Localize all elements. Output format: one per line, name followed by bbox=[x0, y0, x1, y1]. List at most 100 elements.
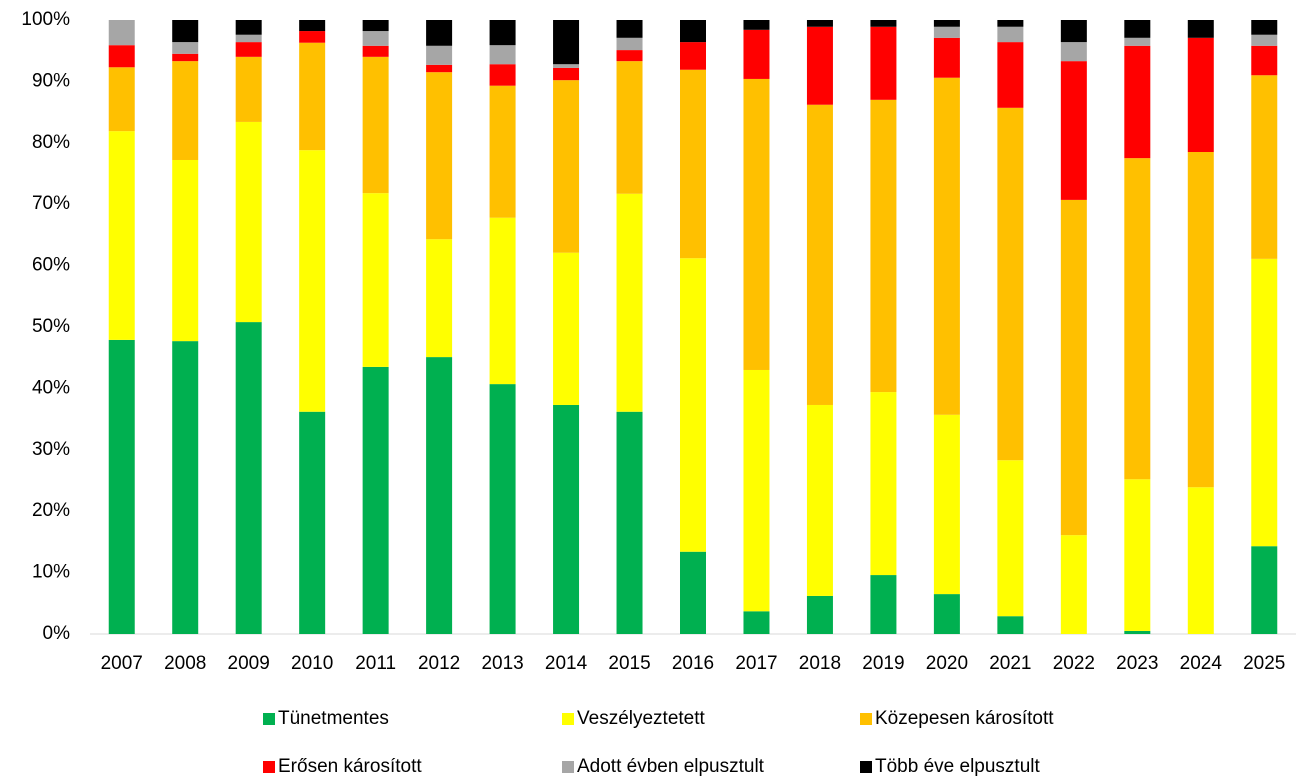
legend-swatch bbox=[562, 761, 574, 773]
bar-segment bbox=[553, 64, 580, 68]
bar-segment bbox=[933, 20, 960, 27]
bar-segment bbox=[997, 107, 1024, 461]
x-tick-label: 2015 bbox=[608, 653, 650, 674]
legend-swatch bbox=[263, 761, 275, 773]
bar-segment bbox=[235, 56, 262, 122]
bar-segment bbox=[997, 42, 1024, 108]
y-tick-label: 80% bbox=[32, 132, 70, 153]
bar-segment bbox=[553, 252, 580, 405]
bar-segment bbox=[680, 258, 706, 552]
legend-swatch bbox=[860, 713, 872, 725]
bar-segment bbox=[680, 20, 706, 43]
bar-segment bbox=[172, 159, 199, 342]
bar-segment bbox=[616, 20, 643, 38]
bar-segment bbox=[235, 322, 262, 634]
bar-segment bbox=[299, 42, 326, 151]
bar-segment bbox=[426, 45, 453, 65]
legend-label: Veszélyeztetett bbox=[577, 708, 706, 729]
legend-swatch bbox=[562, 713, 574, 725]
legend-swatch bbox=[263, 713, 275, 725]
bar-segment bbox=[743, 369, 770, 612]
bar-segment bbox=[553, 67, 580, 81]
bar-segment bbox=[616, 61, 643, 194]
legend-label: Közepesen károsított bbox=[875, 708, 1054, 729]
bar-segment bbox=[806, 404, 833, 596]
bar-segment bbox=[616, 37, 643, 51]
bar-segment bbox=[616, 50, 643, 62]
x-tick-label: 2009 bbox=[228, 653, 270, 674]
bar-segment bbox=[997, 616, 1024, 634]
y-tick-label: 0% bbox=[43, 623, 71, 644]
bar-segment bbox=[743, 29, 770, 79]
bar-segment bbox=[616, 193, 643, 412]
bar-segment bbox=[1251, 20, 1278, 35]
bar-segment bbox=[1251, 34, 1278, 46]
y-tick-label: 70% bbox=[32, 193, 70, 214]
bar-segment bbox=[1060, 42, 1087, 62]
bar-segment bbox=[743, 611, 770, 634]
bar-segment bbox=[108, 45, 135, 68]
bar-segment bbox=[299, 31, 326, 43]
x-tick-label: 2012 bbox=[418, 653, 460, 674]
bar-segment bbox=[426, 239, 453, 358]
bar-segment bbox=[489, 85, 516, 218]
bar-segment bbox=[997, 20, 1024, 27]
bar-segment bbox=[426, 64, 453, 73]
bar-segment bbox=[426, 72, 453, 240]
bar-segment bbox=[489, 217, 516, 385]
bar-segment bbox=[299, 411, 326, 634]
y-tick-label: 50% bbox=[32, 316, 70, 337]
bar-segment bbox=[1124, 630, 1151, 634]
y-tick-label: 100% bbox=[21, 9, 70, 30]
bar-segment bbox=[806, 26, 833, 105]
legend-swatch bbox=[860, 761, 872, 773]
bar-segment bbox=[743, 20, 770, 30]
bar-segment bbox=[1060, 61, 1087, 200]
bar-segment bbox=[489, 384, 516, 634]
bar-segment bbox=[997, 460, 1024, 617]
y-tick-label: 20% bbox=[32, 500, 70, 521]
bar-segment bbox=[806, 104, 833, 405]
bar-segment bbox=[1251, 258, 1278, 547]
y-tick-label: 90% bbox=[32, 70, 70, 91]
x-tick-label: 2020 bbox=[926, 653, 968, 674]
x-tick-label: 2019 bbox=[862, 653, 904, 674]
bar-segment bbox=[1060, 20, 1087, 43]
bar-segment bbox=[108, 67, 135, 132]
bar-segment bbox=[1251, 45, 1278, 76]
bar-segment bbox=[235, 42, 262, 57]
x-tick-label: 2016 bbox=[672, 653, 714, 674]
x-tick-label: 2017 bbox=[735, 653, 777, 674]
bar-segment bbox=[1124, 20, 1151, 38]
y-tick-label: 40% bbox=[32, 377, 70, 398]
x-tick-label: 2007 bbox=[101, 653, 143, 674]
bar-segment bbox=[108, 131, 135, 340]
y-tick-label: 30% bbox=[32, 439, 70, 460]
bar-segment bbox=[870, 575, 897, 634]
bar-segment bbox=[299, 150, 326, 412]
bar-segment bbox=[1124, 158, 1151, 480]
bar-segment bbox=[1124, 479, 1151, 631]
bar-segment bbox=[172, 53, 199, 62]
x-tick-label: 2022 bbox=[1053, 653, 1095, 674]
bar-segment bbox=[1251, 546, 1278, 634]
bar-segment bbox=[426, 357, 453, 634]
bar-segment bbox=[362, 45, 389, 57]
bar-segment bbox=[235, 34, 262, 43]
bar-segment bbox=[933, 37, 960, 78]
bar-segment bbox=[172, 42, 199, 54]
bar-segment bbox=[172, 341, 199, 634]
bar-segment bbox=[108, 20, 135, 46]
bar-segment bbox=[933, 77, 960, 415]
x-tick-label: 2023 bbox=[1116, 653, 1158, 674]
bar-segment bbox=[362, 366, 389, 634]
bar-segment bbox=[806, 20, 833, 27]
bar-segment bbox=[489, 45, 516, 65]
bar-segment bbox=[870, 392, 897, 576]
legend-label: Tünetmentes bbox=[278, 708, 389, 729]
bar-segment bbox=[1187, 20, 1214, 38]
bar-segment bbox=[172, 61, 199, 160]
bar-segment bbox=[1251, 75, 1278, 259]
x-tick-label: 2024 bbox=[1180, 653, 1223, 674]
bar-segment bbox=[1124, 45, 1151, 159]
